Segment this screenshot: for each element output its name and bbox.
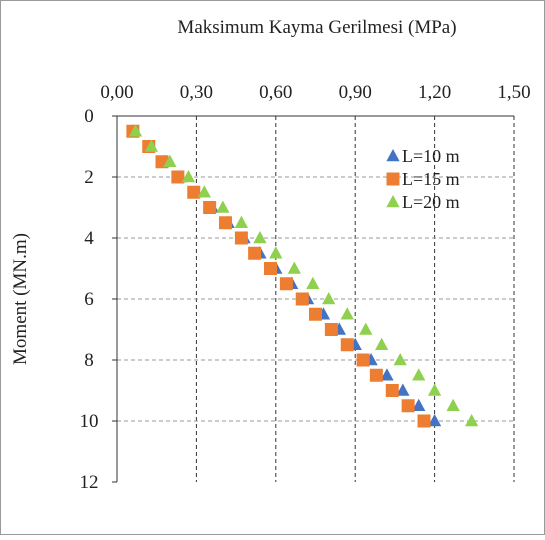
y-tick-label: 12 xyxy=(80,472,99,493)
x-tick-label: 0,60 xyxy=(259,82,292,103)
legend-marker xyxy=(386,172,400,186)
data-point xyxy=(309,307,322,321)
y-tick-label: 2 xyxy=(84,167,94,188)
data-point xyxy=(144,139,159,152)
data-point xyxy=(219,216,233,230)
data-point xyxy=(264,262,278,275)
data-point xyxy=(412,398,426,411)
data-point xyxy=(380,368,394,381)
x-tick-label: 0,30 xyxy=(180,82,213,103)
data-point xyxy=(465,414,479,427)
data-point xyxy=(163,154,177,167)
data-point xyxy=(234,215,249,228)
data-point xyxy=(359,322,373,335)
x-tick-label: 0,90 xyxy=(339,82,372,103)
x-tick-label: 1,50 xyxy=(497,82,530,103)
legend-marker xyxy=(386,149,400,162)
axes xyxy=(112,115,514,483)
data-point xyxy=(187,185,201,199)
y-tick-label: 8 xyxy=(84,350,94,371)
y-tick-labels: 0 2 4 6 8 10 12 xyxy=(80,106,99,493)
data-point xyxy=(375,337,389,350)
data-point xyxy=(356,353,370,367)
y-tick-label: 4 xyxy=(84,228,94,249)
data-point xyxy=(322,292,336,305)
data-point xyxy=(340,338,354,352)
data-point xyxy=(248,246,262,260)
data-point xyxy=(216,200,230,213)
legend-marker xyxy=(386,195,400,208)
data-point xyxy=(203,201,217,214)
data-point xyxy=(324,323,338,336)
data-point xyxy=(306,276,320,289)
x-tick-labels: 0,00 0,30 0,60 0,90 1,20 1,50 xyxy=(100,82,530,103)
legend: L=10 m L=15 m L=20 m xyxy=(386,146,460,212)
chart-title: Maksimum Kayma Gerilmesi (MPa) xyxy=(177,17,456,38)
grid-lines xyxy=(117,116,515,482)
data-point xyxy=(287,261,301,274)
data-point xyxy=(295,292,309,306)
data-point xyxy=(128,124,143,137)
y-tick-label: 0 xyxy=(84,106,94,127)
data-point xyxy=(340,307,354,320)
data-point xyxy=(269,246,283,259)
data-point xyxy=(369,368,383,382)
series-3 xyxy=(128,124,479,427)
data-point xyxy=(417,414,431,428)
data-point xyxy=(279,277,293,291)
data-point xyxy=(385,384,399,397)
data-point xyxy=(197,185,211,198)
data-point xyxy=(446,398,460,411)
data-point xyxy=(234,231,248,245)
legend-label: L=20 m xyxy=(402,192,460,212)
data-points xyxy=(126,124,479,428)
y-axis-label: Moment (MN.m) xyxy=(10,233,31,365)
y-tick-label: 6 xyxy=(84,289,94,310)
y-tick-label: 10 xyxy=(80,411,99,432)
legend-label: L=10 m xyxy=(402,146,460,166)
series-2 xyxy=(126,124,431,428)
x-tick-label: 1,20 xyxy=(418,82,451,103)
data-point xyxy=(412,368,426,381)
data-point xyxy=(253,231,267,244)
data-point xyxy=(427,414,442,427)
data-point xyxy=(427,383,442,396)
data-point xyxy=(401,399,415,413)
data-point xyxy=(181,170,196,183)
data-point xyxy=(171,170,185,184)
x-tick-label: 0,00 xyxy=(100,82,133,103)
data-point xyxy=(393,353,407,366)
legend-label: L=15 m xyxy=(402,169,460,189)
data-point xyxy=(396,383,410,396)
